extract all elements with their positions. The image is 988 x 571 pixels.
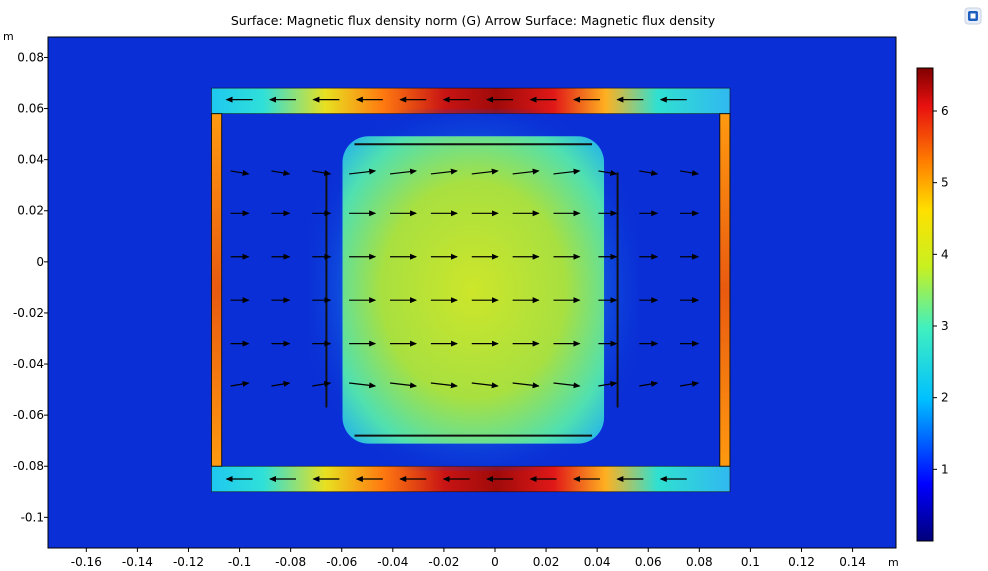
x-tick-label: -0.06: [326, 555, 357, 569]
field-arrow: [271, 169, 291, 176]
chart-title: Surface: Magnetic flux density norm (G) …: [230, 13, 716, 28]
field-arrow: [639, 169, 659, 176]
field-arrow: [512, 382, 540, 389]
field-arrow: [312, 169, 332, 176]
field-arrow: [430, 382, 458, 389]
x-tick-label: -0.04: [377, 555, 408, 569]
field-arrow: [598, 381, 618, 387]
field-arrow: [349, 382, 377, 389]
x-tick-label: 0: [491, 555, 499, 569]
x-tick-label: -0.16: [71, 555, 102, 569]
x-tick-label: -0.02: [428, 555, 459, 569]
field-arrow: [312, 381, 332, 387]
field-arrow: [389, 382, 418, 389]
y-tick-label: 0.04: [17, 153, 44, 167]
x-tick-label: 0.02: [533, 555, 560, 569]
x-tick-label: -0.12: [173, 555, 204, 569]
x-tick-label: 0.08: [686, 555, 713, 569]
left-yoke: [210, 113, 223, 467]
x-tick-label: 0.04: [584, 555, 611, 569]
x-tick-label: -0.08: [275, 555, 306, 569]
colorbar-tick-label: 6: [941, 104, 949, 118]
field-arrow: [471, 382, 499, 389]
field-arrow: [471, 168, 499, 175]
colorbar-tick-label: 5: [941, 176, 949, 190]
y-tick-label: -0.02: [13, 306, 44, 320]
y-tick-label: -0.06: [13, 408, 44, 422]
field-arrow: [349, 168, 377, 175]
x-tick-label: 0.06: [635, 555, 662, 569]
colorbar: [916, 67, 934, 542]
field-arrow: [639, 381, 659, 387]
field-arrow: [598, 169, 618, 176]
field-arrow: [430, 168, 458, 175]
x-axis-unit: m: [888, 556, 899, 569]
field-arrow: [512, 168, 540, 175]
colorbar-tick-label: 4: [941, 247, 949, 261]
inner-gap: [342, 136, 605, 444]
y-tick-label: 0: [36, 255, 44, 269]
field-arrow: [553, 168, 581, 175]
colorbar-tick-label: 3: [941, 319, 949, 333]
y-tick-label: -0.08: [13, 459, 44, 473]
y-tick-label: -0.04: [13, 357, 44, 371]
x-tick-label: 0.12: [788, 555, 815, 569]
field-arrow: [680, 169, 700, 176]
y-tick-label: -0.1: [21, 510, 44, 524]
x-tick-label: 0.1: [741, 555, 760, 569]
x-tick-label: -0.14: [122, 555, 153, 569]
colorbar-tick-label: 2: [941, 391, 949, 405]
x-tick-label: 0.14: [839, 555, 866, 569]
y-tick-label: 0.02: [17, 204, 44, 218]
y-axis-unit: m: [3, 30, 14, 43]
comsol-logo-icon[interactable]: [963, 6, 983, 26]
field-arrow: [680, 381, 700, 387]
field-arrow: [271, 381, 291, 387]
plot-frame: [47, 36, 897, 549]
field-arrow: [389, 168, 418, 175]
right-yoke: [719, 113, 731, 467]
field-arrow: [230, 381, 250, 387]
field-arrow: [553, 382, 581, 389]
field-arrow: [230, 169, 250, 176]
y-tick-label: 0.06: [17, 102, 44, 116]
x-tick-label: -0.1: [228, 555, 251, 569]
colorbar-tick-label: 1: [941, 462, 949, 476]
y-tick-label: 0.08: [17, 50, 44, 64]
